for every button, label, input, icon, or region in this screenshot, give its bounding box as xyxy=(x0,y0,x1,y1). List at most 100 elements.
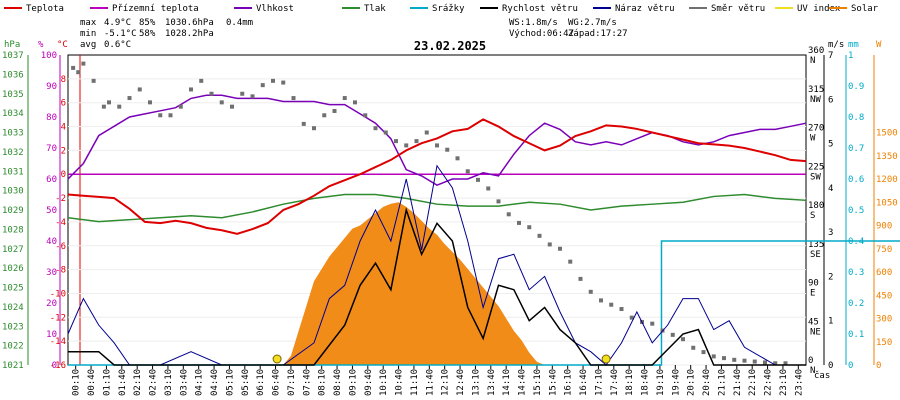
tick-label-solar: 900 xyxy=(876,222,892,232)
tick-label-rain: 0.2 xyxy=(848,299,864,309)
stat-value: 4.9°C xyxy=(104,18,131,28)
tick-label-press: 1031 xyxy=(2,167,24,177)
tick-label-rain: 0.3 xyxy=(848,268,864,278)
tick-label-temp: -8 xyxy=(55,266,66,276)
stat-value: min xyxy=(80,29,96,39)
wind-dir-point xyxy=(117,104,122,109)
tick-label-rain: 0.4 xyxy=(848,237,864,247)
wind-dir-point xyxy=(476,177,480,182)
wind-dir-point xyxy=(763,360,767,365)
tick-label-temp: -2 xyxy=(55,194,66,204)
x-tick-label: 13:10 xyxy=(471,369,481,396)
wind-dir-point xyxy=(383,130,388,135)
wind-dir-point xyxy=(701,350,706,355)
tick-label-hum: 10 xyxy=(46,330,57,340)
legend-label: Směr větru xyxy=(711,4,765,14)
tick-label-solar: 300 xyxy=(876,315,892,325)
tick-label-press: 1032 xyxy=(2,148,24,158)
x-tick-label: 15:10 xyxy=(533,369,543,396)
stat-value: avg xyxy=(80,40,96,50)
tick-label-dir: 270 xyxy=(808,124,824,134)
x-tick-label: 20:10 xyxy=(687,369,697,396)
tick-label-dir: 135 xyxy=(808,240,824,250)
tick-label-solar: 1200 xyxy=(876,175,898,185)
wind-dir-point xyxy=(127,96,132,101)
tick-label-solar: 1050 xyxy=(876,198,898,208)
tick-label-wind: 2 xyxy=(828,272,833,282)
wind-dir-point xyxy=(209,91,214,96)
tick-label-rain: 0.8 xyxy=(848,113,864,123)
stats-panel: max 4.9°C 85% 1030.6hPa 0.4mm min -5.1°C 58% 102… xyxy=(80,18,628,50)
tick-label-dir-compass: NW xyxy=(810,95,821,105)
tick-label-wind: 1 xyxy=(828,317,833,327)
wind-dir-point xyxy=(445,147,450,152)
wind-dir-point xyxy=(404,143,409,148)
tick-label-hum: 0 xyxy=(52,361,57,371)
tick-label-rain: 0.7 xyxy=(848,144,864,154)
chart-title: 23.02.2025 xyxy=(414,39,486,53)
legend-label: Přízemní teplota xyxy=(112,4,199,14)
tick-label-dir: 315 xyxy=(808,85,824,95)
wind-dir-point xyxy=(752,359,757,364)
x-tick-label: 05:40 xyxy=(241,369,251,396)
wind-dir-point xyxy=(312,126,316,131)
wind-dir-point xyxy=(681,337,685,342)
wind-dir-point xyxy=(711,354,716,359)
wind-dir-point xyxy=(414,139,419,144)
legend-label: Vlhkost xyxy=(256,4,294,14)
tick-label-temp: -16 xyxy=(50,361,66,371)
sunset-stat: Západ:17:27 xyxy=(568,29,628,39)
x-tick-label: 21:10 xyxy=(717,369,727,396)
x-tick-label: 16:40 xyxy=(579,369,589,396)
x-tick-label: 07:40 xyxy=(302,369,312,396)
tick-label-press: 1034 xyxy=(2,109,24,119)
x-tick-label: 00:10 xyxy=(72,369,82,396)
tick-label-dir-compass: W xyxy=(810,134,816,144)
tick-label-press: 1022 xyxy=(2,342,24,352)
wind-dir-point xyxy=(101,104,106,109)
tick-label-temp: -6 xyxy=(55,242,66,252)
tick-label-hum: 100 xyxy=(41,51,57,61)
tick-label-hum: 50 xyxy=(46,206,57,216)
wind-dir-point xyxy=(168,113,173,118)
wind-dir-point xyxy=(91,78,96,83)
uv-marker xyxy=(272,354,282,364)
tick-label-press: 1037 xyxy=(2,51,24,61)
plot-area xyxy=(67,61,900,366)
wind-dir-point xyxy=(107,100,111,105)
tick-label-dir: 90 xyxy=(808,279,819,289)
axis-unit-wind: m/s xyxy=(828,40,844,50)
wind-dir-point xyxy=(599,298,603,303)
sunrise-stat: Východ:06:47 xyxy=(509,29,574,39)
x-tick-label: 10:40 xyxy=(395,369,405,396)
x-tick-label: 14:40 xyxy=(518,369,528,396)
tick-label-solar: 600 xyxy=(876,268,892,278)
wind-dir-point xyxy=(588,289,593,294)
legend-label: Rychlost větru xyxy=(502,4,578,14)
wind-dir-point xyxy=(629,315,634,320)
x-tick-label: 08:40 xyxy=(333,369,343,396)
wind-dir-point xyxy=(291,96,296,101)
x-tick-label: 03:40 xyxy=(179,369,189,396)
stat-value: 1030.6hPa xyxy=(165,18,214,28)
x-tick-label: 05:10 xyxy=(225,369,235,396)
solar-area xyxy=(68,202,806,365)
x-tick-label: 06:40 xyxy=(272,369,282,396)
wind-dir-point xyxy=(137,87,142,92)
tick-label-temp: 6 xyxy=(61,99,66,109)
uv-marker xyxy=(601,354,611,364)
tick-label-press: 1023 xyxy=(2,322,24,332)
tick-label-hum: 60 xyxy=(46,175,57,185)
wind-dir-point xyxy=(322,113,327,118)
axis-unit-press: hPa xyxy=(4,40,20,50)
tick-label-temp: 0 xyxy=(61,170,66,180)
tick-label-press: 1024 xyxy=(2,303,24,313)
tick-label-temp: -4 xyxy=(55,218,66,228)
tick-label-temp: -10 xyxy=(50,289,66,299)
tick-label-dir-compass: SW xyxy=(810,172,821,182)
stat-value: max xyxy=(80,18,97,28)
wind-dir-point xyxy=(691,345,696,350)
wind-dir-point xyxy=(722,356,726,361)
wind-dir-point xyxy=(568,259,573,264)
x-tick-label: 00:40 xyxy=(87,369,97,396)
